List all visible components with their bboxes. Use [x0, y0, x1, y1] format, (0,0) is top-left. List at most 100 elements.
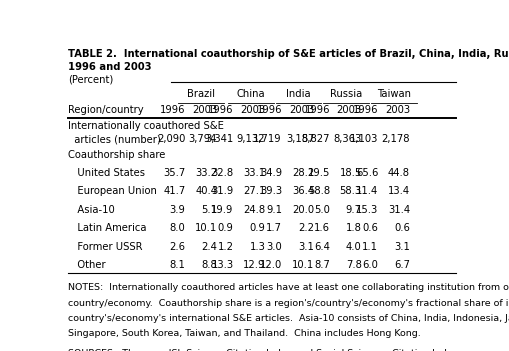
Text: 20.0: 20.0	[292, 205, 314, 215]
Text: 15.3: 15.3	[355, 205, 378, 215]
Text: 44.8: 44.8	[387, 168, 409, 178]
Text: country's/economy's international S&E articles.  Asia-10 consists of China, Indi: country's/economy's international S&E ar…	[68, 314, 509, 323]
Text: Coauthorship share: Coauthorship share	[68, 150, 165, 160]
Text: country/economy.  Coauthorship share is a region's/country's/economy's fractiona: country/economy. Coauthorship share is a…	[68, 299, 509, 307]
Text: 5.1: 5.1	[201, 205, 217, 215]
Text: 12.9: 12.9	[242, 260, 265, 270]
Text: Internationally coauthored S&E: Internationally coauthored S&E	[68, 121, 224, 131]
Text: 13.4: 13.4	[387, 186, 409, 196]
Text: 0.9: 0.9	[249, 223, 265, 233]
Text: 4.0: 4.0	[345, 241, 361, 252]
Text: 2003: 2003	[191, 105, 217, 115]
Text: China: China	[236, 89, 265, 99]
Text: 1,719: 1,719	[253, 134, 281, 144]
Text: Former USSR: Former USSR	[68, 241, 143, 252]
Text: 2003: 2003	[289, 105, 314, 115]
Text: 58.8: 58.8	[307, 186, 329, 196]
Text: 6.0: 6.0	[362, 260, 378, 270]
Text: Latin America: Latin America	[68, 223, 147, 233]
Text: 8.0: 8.0	[169, 223, 185, 233]
Text: 9.7: 9.7	[345, 205, 361, 215]
Text: 0.6: 0.6	[362, 223, 378, 233]
Text: 3,794: 3,794	[188, 134, 217, 144]
Text: articles (number): articles (number)	[68, 134, 161, 144]
Text: 32.8: 32.8	[211, 168, 233, 178]
Text: 24.8: 24.8	[243, 205, 265, 215]
Text: Other: Other	[68, 260, 106, 270]
Text: Brazil: Brazil	[187, 89, 215, 99]
Text: 9.1: 9.1	[265, 205, 281, 215]
Text: 7.8: 7.8	[345, 260, 361, 270]
Text: TABLE 2.  International coauthorship of S&E articles of Brazil, China, India, Ru: TABLE 2. International coauthorship of S…	[68, 49, 509, 59]
Text: 19.5: 19.5	[307, 168, 329, 178]
Text: United States: United States	[68, 168, 145, 178]
Text: 5,827: 5,827	[301, 134, 329, 144]
Text: 2.2: 2.2	[298, 223, 314, 233]
Text: 6.7: 6.7	[393, 260, 409, 270]
Text: 3,187: 3,187	[286, 134, 314, 144]
Text: 40.4: 40.4	[195, 186, 217, 196]
Text: 5.0: 5.0	[314, 205, 329, 215]
Text: 0.9: 0.9	[217, 223, 233, 233]
Text: 2003: 2003	[240, 105, 265, 115]
Text: 3,341: 3,341	[205, 134, 233, 144]
Text: 9,132: 9,132	[236, 134, 265, 144]
Text: 2.6: 2.6	[169, 241, 185, 252]
Text: NOTES:  Internationally coauthored articles have at least one collaborating inst: NOTES: Internationally coauthored articl…	[68, 283, 509, 292]
Text: 3.1: 3.1	[393, 241, 409, 252]
Text: 8.1: 8.1	[169, 260, 185, 270]
Text: 1996 and 2003: 1996 and 2003	[68, 62, 152, 72]
Text: 2003: 2003	[384, 105, 409, 115]
Text: 31.9: 31.9	[211, 186, 233, 196]
Text: India: India	[286, 89, 310, 99]
Text: 1.2: 1.2	[217, 241, 233, 252]
Text: 10.1: 10.1	[292, 260, 314, 270]
Text: 1996: 1996	[160, 105, 185, 115]
Text: 18.5: 18.5	[339, 168, 361, 178]
Text: 12.0: 12.0	[259, 260, 281, 270]
Text: 1.1: 1.1	[362, 241, 378, 252]
Text: 3.9: 3.9	[169, 205, 185, 215]
Text: 19.9: 19.9	[211, 205, 233, 215]
Text: 1.3: 1.3	[249, 241, 265, 252]
Text: 1996: 1996	[208, 105, 233, 115]
Text: 3.1: 3.1	[298, 241, 314, 252]
Text: European Union: European Union	[68, 186, 157, 196]
Text: 2.4: 2.4	[201, 241, 217, 252]
Text: 2003: 2003	[336, 105, 361, 115]
Text: 1.7: 1.7	[265, 223, 281, 233]
Text: 0.6: 0.6	[393, 223, 409, 233]
Text: 33.1: 33.1	[243, 168, 265, 178]
Text: 10.1: 10.1	[194, 223, 217, 233]
Text: Russia: Russia	[329, 89, 361, 99]
Text: 1996: 1996	[304, 105, 329, 115]
Text: 39.3: 39.3	[259, 186, 281, 196]
Text: 34.9: 34.9	[259, 168, 281, 178]
Text: 33.2: 33.2	[194, 168, 217, 178]
Text: 1.6: 1.6	[314, 223, 329, 233]
Text: 65.6: 65.6	[355, 168, 378, 178]
Text: 6.4: 6.4	[314, 241, 329, 252]
Text: 31.4: 31.4	[387, 205, 409, 215]
Text: Singapore, South Korea, Taiwan, and Thailand.  China includes Hong Kong.: Singapore, South Korea, Taiwan, and Thai…	[68, 329, 420, 338]
Text: (Percent): (Percent)	[68, 74, 114, 84]
Text: 41.7: 41.7	[163, 186, 185, 196]
Text: 1996: 1996	[256, 105, 281, 115]
Text: 58.3: 58.3	[339, 186, 361, 196]
Text: Asia-10: Asia-10	[68, 205, 115, 215]
Text: Taiwan: Taiwan	[377, 89, 410, 99]
Text: 27.1: 27.1	[242, 186, 265, 196]
Text: 1,103: 1,103	[349, 134, 378, 144]
Text: 1.8: 1.8	[345, 223, 361, 233]
Text: SOURCES:  Thomson ISI, Science Citation Index and Social Sciences Citation Index: SOURCES: Thomson ISI, Science Citation I…	[68, 349, 461, 351]
Text: 11.4: 11.4	[355, 186, 378, 196]
Text: 2,178: 2,178	[381, 134, 409, 144]
Text: Region/country: Region/country	[68, 105, 144, 115]
Text: 8.8: 8.8	[201, 260, 217, 270]
Text: 2,090: 2,090	[157, 134, 185, 144]
Text: 8,363: 8,363	[333, 134, 361, 144]
Text: 8.7: 8.7	[314, 260, 329, 270]
Text: 35.7: 35.7	[163, 168, 185, 178]
Text: 1996: 1996	[352, 105, 378, 115]
Text: 36.4: 36.4	[292, 186, 314, 196]
